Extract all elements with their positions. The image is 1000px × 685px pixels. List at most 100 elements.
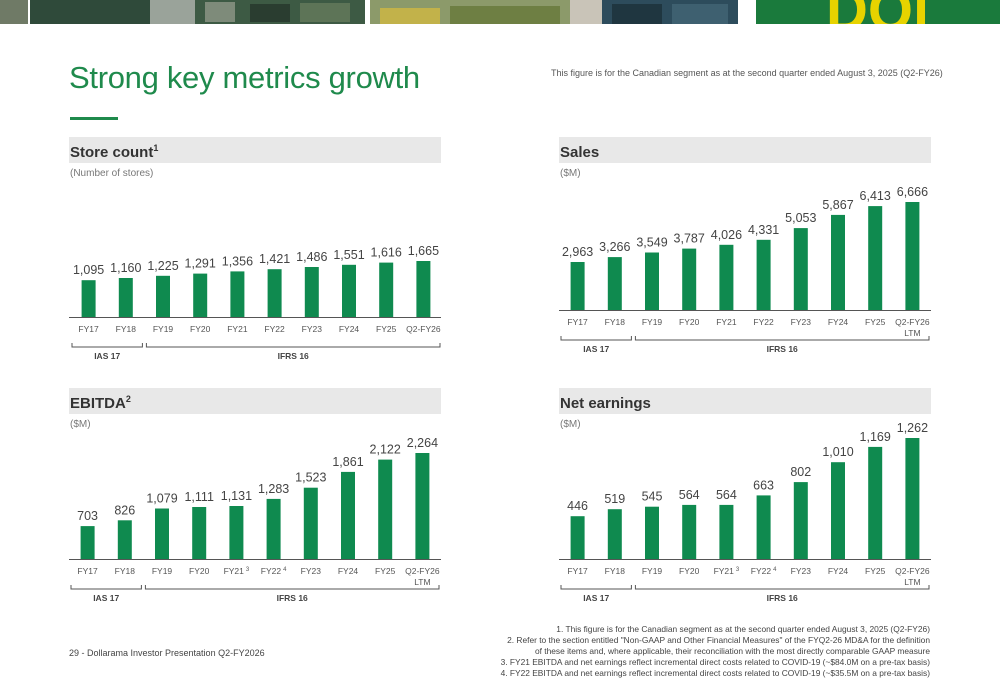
category-sublabel: LTM bbox=[904, 328, 920, 338]
bar bbox=[267, 269, 282, 317]
bar bbox=[831, 214, 845, 310]
category-label: FY17 bbox=[78, 324, 99, 334]
bar bbox=[342, 264, 356, 317]
category-label: Q2-FY26 bbox=[895, 566, 930, 576]
data-label: 1,283 bbox=[258, 482, 289, 496]
category-label: FY22 4 bbox=[751, 566, 777, 576]
group-label: IAS 17 bbox=[93, 593, 119, 603]
banner-image: DOl bbox=[0, 0, 1000, 24]
panel-sales: Sales ($M) 2,963 FY17 3,266 FY18 3,549 FY19 3,… bbox=[559, 137, 931, 357]
footnote: 4. FY22 EBITDA and net earnings reflect … bbox=[500, 668, 930, 678]
data-label: 1,225 bbox=[147, 259, 178, 273]
category-label: FY20 bbox=[190, 324, 211, 334]
bar bbox=[868, 206, 883, 310]
panel-header bbox=[559, 388, 931, 414]
data-label: 1,010 bbox=[822, 445, 853, 459]
group-label: IFRS 16 bbox=[278, 351, 309, 361]
page-footer: 29 - Dollarama Investor Presentation Q2-… bbox=[69, 648, 265, 658]
chart-unit: (Number of stores) bbox=[70, 168, 154, 179]
category-label: FY25 bbox=[376, 324, 397, 334]
category-label: FY24 bbox=[828, 317, 849, 327]
category-label: FY22 bbox=[264, 324, 285, 334]
footnotes: 1. This figure is for the Canadian segme… bbox=[490, 624, 930, 679]
category-label: FY20 bbox=[679, 317, 700, 327]
bar bbox=[905, 438, 920, 559]
footnote: 3. FY21 EBITDA and net earnings reflect … bbox=[500, 657, 930, 667]
category-label: FY17 bbox=[567, 317, 588, 327]
data-label: 1,262 bbox=[897, 421, 928, 435]
category-label: FY20 bbox=[189, 566, 210, 576]
bar bbox=[304, 267, 319, 317]
bar bbox=[81, 280, 96, 317]
category-label: FY18 bbox=[605, 317, 626, 327]
category-label: FY17 bbox=[567, 566, 588, 576]
bar bbox=[415, 453, 430, 559]
data-label: 1,131 bbox=[221, 489, 252, 503]
data-label: 6,413 bbox=[860, 189, 891, 203]
data-label: 1,291 bbox=[185, 257, 216, 271]
data-label: 1,523 bbox=[295, 471, 326, 485]
bar bbox=[117, 520, 132, 559]
data-label: 1,095 bbox=[73, 263, 104, 277]
category-label: FY19 bbox=[642, 566, 663, 576]
category-label: FY17 bbox=[77, 566, 98, 576]
category-label: FY19 bbox=[153, 324, 174, 334]
bar bbox=[719, 504, 734, 559]
chart-unit: ($M) bbox=[70, 419, 91, 430]
bar bbox=[118, 278, 133, 317]
category-label: FY24 bbox=[339, 324, 360, 334]
bar bbox=[570, 516, 585, 559]
category-label: Q2-FY26 bbox=[405, 566, 440, 576]
group-label: IFRS 16 bbox=[767, 593, 798, 603]
panel-header bbox=[559, 137, 931, 163]
page-title: Strong key metrics growth bbox=[69, 60, 420, 95]
panel-ebitda: EBITDA2 ($M) 703 FY17 826 FY18 1,079 FY19 1,11… bbox=[69, 388, 441, 608]
category-label: FY25 bbox=[865, 566, 886, 576]
bar bbox=[793, 482, 808, 559]
data-label: 1,356 bbox=[222, 254, 253, 268]
data-label: 1,079 bbox=[146, 492, 177, 506]
group-bracket bbox=[70, 585, 142, 590]
category-label: FY25 bbox=[865, 317, 886, 327]
category-superscript: 4 bbox=[773, 567, 777, 573]
bar bbox=[682, 248, 697, 310]
category-sublabel: LTM bbox=[904, 577, 920, 587]
bar bbox=[607, 257, 622, 310]
bar bbox=[229, 506, 244, 559]
category-label: Q2-FY26 bbox=[895, 317, 930, 327]
bar bbox=[645, 506, 659, 559]
data-label: 703 bbox=[77, 509, 98, 523]
category-label: FY19 bbox=[152, 566, 173, 576]
chart-title: Store count1 bbox=[70, 143, 159, 161]
bar bbox=[682, 504, 697, 559]
category-label: FY23 bbox=[301, 566, 322, 576]
group-bracket bbox=[71, 343, 143, 348]
category-label: FY18 bbox=[116, 324, 137, 334]
data-label: 5,053 bbox=[785, 211, 816, 225]
group-label: IFRS 16 bbox=[767, 344, 798, 354]
panel-store-count: Store count1 (Number of stores) 1,095 FY1… bbox=[69, 137, 441, 361]
group-label: IAS 17 bbox=[583, 344, 609, 354]
category-label: FY23 bbox=[791, 566, 812, 576]
data-label: 4,331 bbox=[748, 223, 779, 237]
footnote: 2. Refer to the section entitled "Non-GA… bbox=[507, 635, 930, 645]
data-label: 802 bbox=[790, 465, 811, 479]
data-label: 5,867 bbox=[822, 198, 853, 212]
group-bracket bbox=[144, 585, 440, 590]
top-note: This figure is for the Canadian segment … bbox=[551, 68, 943, 78]
bar bbox=[341, 471, 355, 559]
data-label: 1,169 bbox=[860, 430, 891, 444]
bar bbox=[80, 526, 95, 559]
footnote: 1. This figure is for the Canadian segme… bbox=[556, 624, 930, 634]
bar bbox=[155, 508, 169, 559]
data-label: 1,861 bbox=[332, 455, 363, 469]
data-label: 1,160 bbox=[110, 261, 141, 275]
ebitda-chart: 703 FY17 826 FY18 1,079 FY19 1,111 FY20 1,131 FY2… bbox=[69, 436, 441, 603]
title-superscript: 2 bbox=[125, 394, 131, 404]
data-label: 663 bbox=[753, 478, 774, 492]
category-label: FY19 bbox=[642, 317, 663, 327]
bar bbox=[379, 262, 394, 317]
bar bbox=[905, 202, 920, 310]
panel-header bbox=[69, 388, 441, 414]
group-bracket bbox=[145, 343, 441, 348]
